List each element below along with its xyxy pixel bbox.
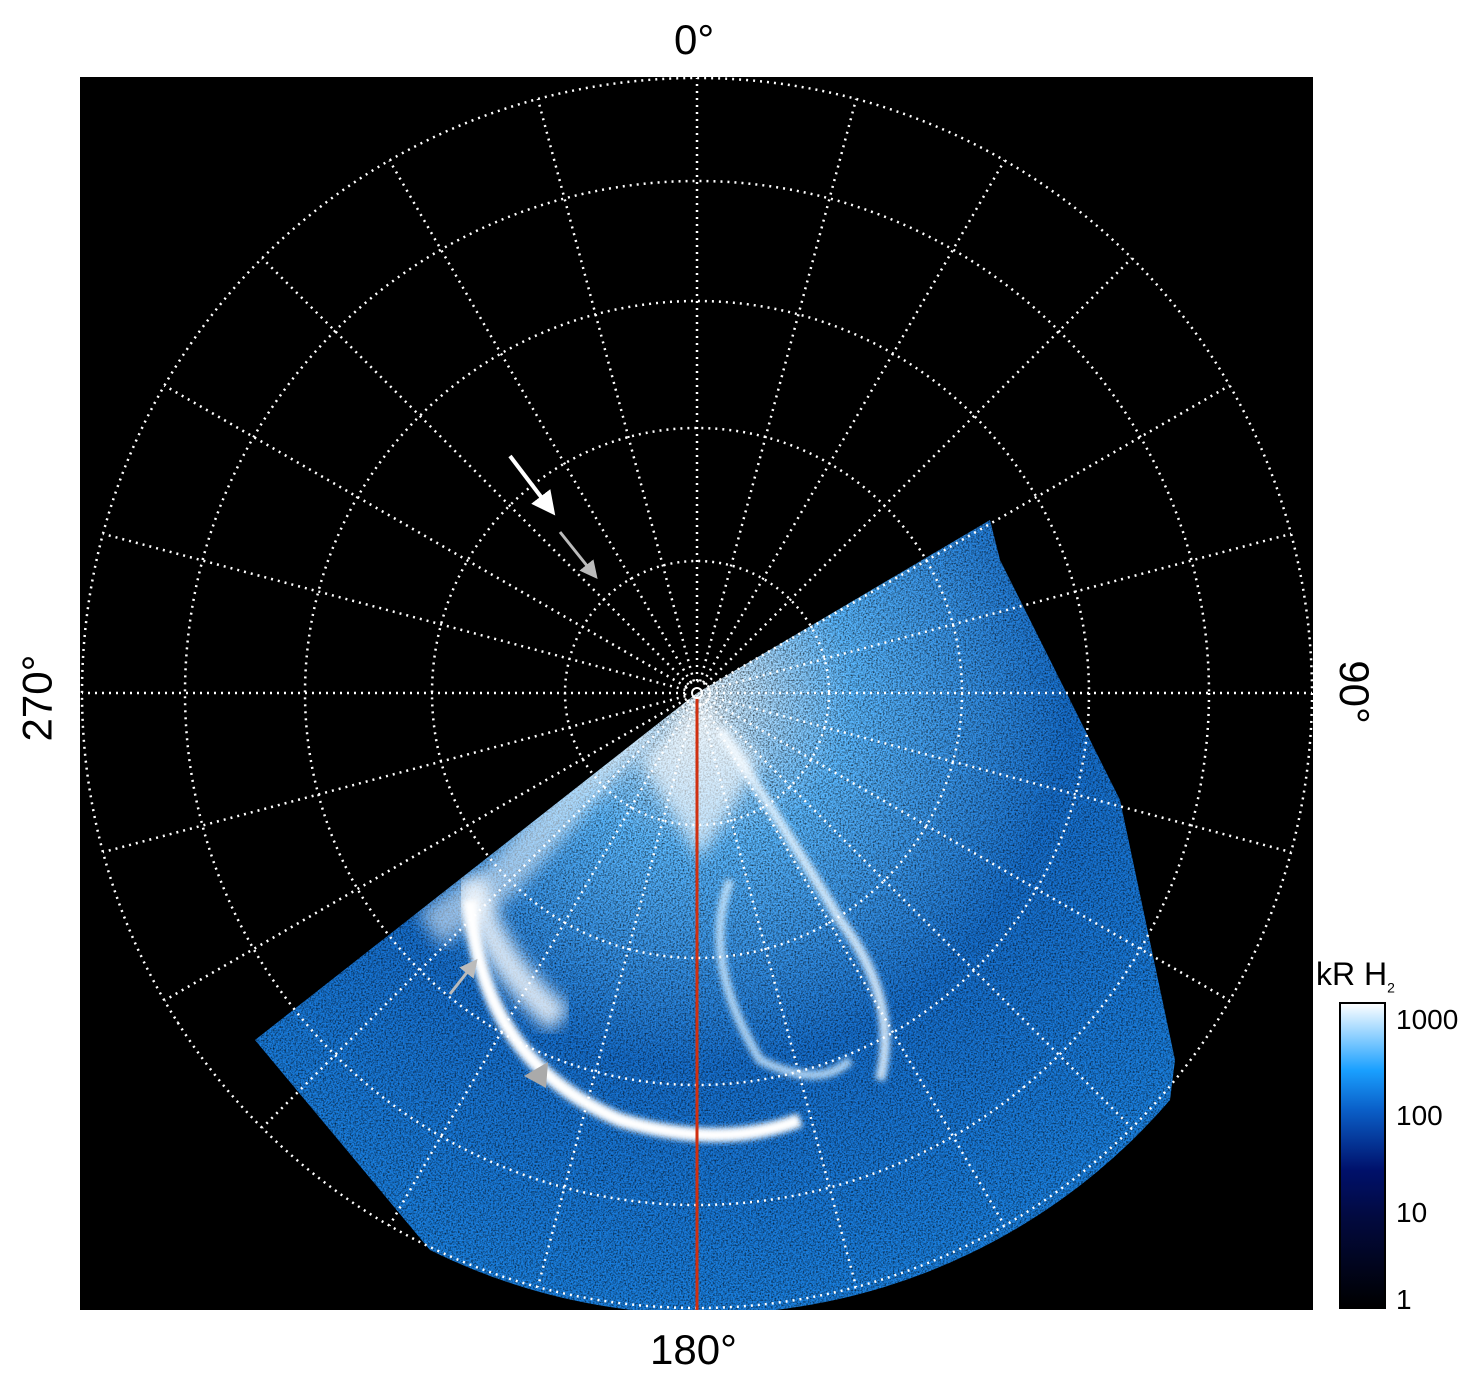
meridian-line [536,98,696,682]
colorbar-tick-100: 100 [1396,1100,1443,1131]
meridian-line [706,697,1231,1002]
gray-arrow [558,531,598,580]
meridian-line [102,694,686,854]
meridian-line [536,704,696,1288]
meridian-line [261,700,690,1129]
meridian-line [698,98,858,682]
meridian-line [102,532,686,692]
white-arrow [508,454,556,516]
colorbar-tick-1000: 1000 [1396,1004,1459,1035]
meridian-line [704,700,1133,1129]
latitude-circle [183,179,1211,1207]
meridian-line [706,384,1231,689]
meridian-line [388,702,693,1227]
gray-arrow [448,958,478,995]
angle-label-left: 270° [13,654,61,742]
main-oval-arc [463,899,803,1142]
meridian-line [698,704,858,1288]
meridian-line [704,257,1133,686]
meridian-line [388,159,693,684]
colorbar [1339,1002,1386,1309]
meridian-line [163,384,688,689]
angle-label-right: 90° [1330,660,1378,724]
meridian-line [261,257,690,686]
angle-label-bottom: 180° [650,1326,737,1373]
meridian-line [701,702,1006,1227]
pole-marker [691,687,703,699]
colorbar-tick-1: 1 [1396,1284,1412,1315]
colorbar-title: kR H2 [1316,956,1395,996]
meridian-line [163,697,688,1002]
meridian-line [701,159,1006,684]
gray-arrowhead [524,1062,548,1088]
polar-grid [80,77,1313,1310]
colorbar-tick-10: 10 [1396,1197,1428,1228]
meridian-line [708,694,1292,854]
angle-label-top: 0° [674,16,715,63]
meridian-line [708,532,1292,692]
